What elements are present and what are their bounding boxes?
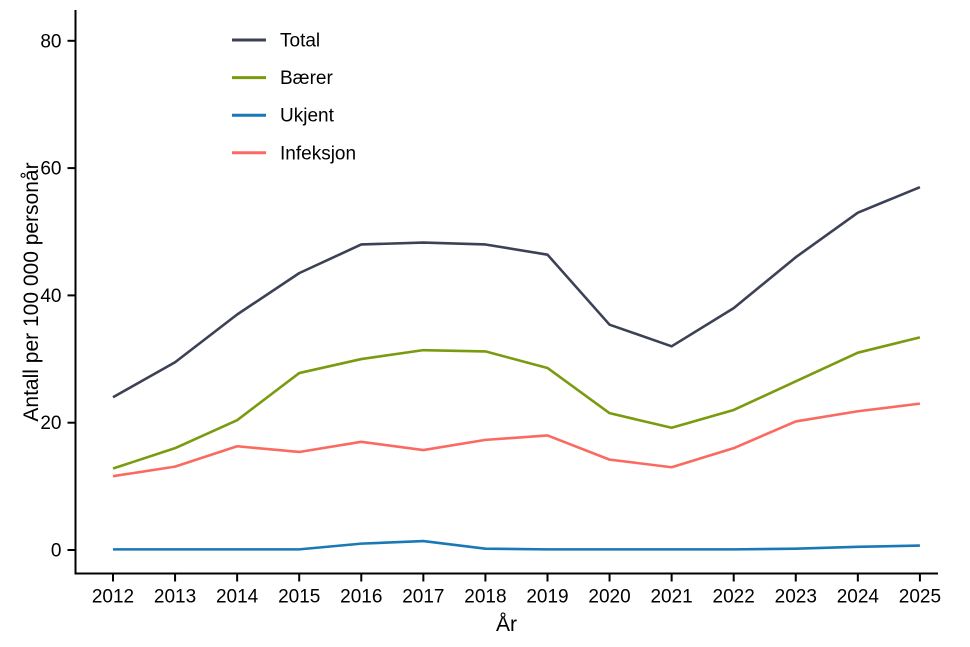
series-line-infeksjon [112,402,921,478]
x-tick-label: 2018 [464,587,506,608]
x-tick-label: 2024 [837,587,880,608]
y-tick-label: 40 [40,286,61,307]
x-tick-label: 2017 [402,587,444,608]
legend-label-bærer: Bærer [280,68,333,89]
x-axis-title: År [496,613,517,636]
x-tick-label: 2020 [588,587,630,608]
legend-label-ukjent: Ukjent [280,106,335,127]
x-tick-label: 2019 [526,587,568,608]
x-tick-label: 2022 [713,587,755,608]
x-tick-label: 2023 [775,587,817,608]
x-tick-label: 2014 [216,587,259,608]
x-tick-label: 2013 [154,587,196,608]
x-tick-label: 2012 [92,587,134,608]
y-axis-title: Antall per 100 000 personår [20,162,43,422]
legend-label-infeksjon: Infeksjon [280,143,356,164]
y-tick-label: 0 [51,541,62,562]
y-tick-label: 60 [40,159,61,180]
series-line-total [112,185,921,399]
series-line-ukjent [113,539,920,551]
series-line-bærer [112,336,921,470]
x-tick-label: 2015 [278,587,320,608]
x-tick-label: 2016 [340,587,382,608]
y-tick-label: 20 [40,413,61,434]
x-tick-label: 2025 [899,587,941,608]
y-tick-label: 80 [40,31,61,52]
legend-label-total: Total [280,31,320,52]
x-tick-label: 2021 [650,587,692,608]
